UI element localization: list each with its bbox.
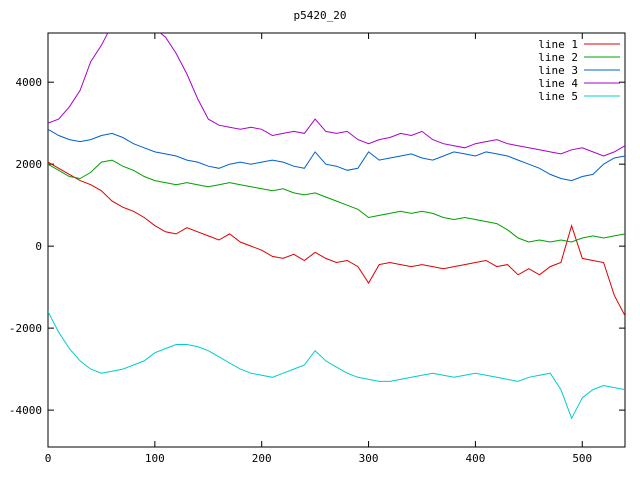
plot-border	[47, 32, 626, 448]
x-tick-label: 200	[252, 452, 272, 465]
series-line-1	[48, 161, 625, 317]
x-tick-label: 400	[465, 452, 485, 465]
x-tick-label: 100	[145, 452, 165, 465]
legend-label: line 2	[538, 51, 578, 64]
legend-item: line 2	[538, 51, 620, 64]
chart-title: p5420_20	[294, 9, 347, 22]
series-line-2	[48, 159, 625, 243]
legend-item: line 4	[538, 77, 620, 90]
legend-label: line 3	[538, 64, 578, 77]
x-tick-label: 300	[359, 452, 379, 465]
legend-item: line 1	[538, 38, 620, 51]
y-tick-label: -2000	[9, 322, 42, 335]
series-layer	[48, 33, 625, 420]
legend-item: line 5	[538, 90, 620, 103]
y-tick-label: -4000	[9, 404, 42, 417]
legend-item: line 3	[538, 64, 620, 77]
legend-label: line 4	[538, 77, 578, 90]
legend-label: line 1	[538, 38, 578, 51]
y-tick-label: 0	[35, 240, 42, 253]
y-tick-label: 2000	[16, 158, 43, 171]
series-line-5	[48, 311, 625, 420]
x-tick-label: 500	[572, 452, 592, 465]
x-tick-label: 0	[45, 452, 52, 465]
axes: 0 100 200 300 400 500 -4000 -2000 0 2000 4000	[9, 32, 626, 465]
y-tick-label: 4000	[16, 76, 43, 89]
legend-label: line 5	[538, 90, 578, 103]
series-line-3	[48, 128, 625, 182]
series-line-4	[48, 33, 625, 157]
